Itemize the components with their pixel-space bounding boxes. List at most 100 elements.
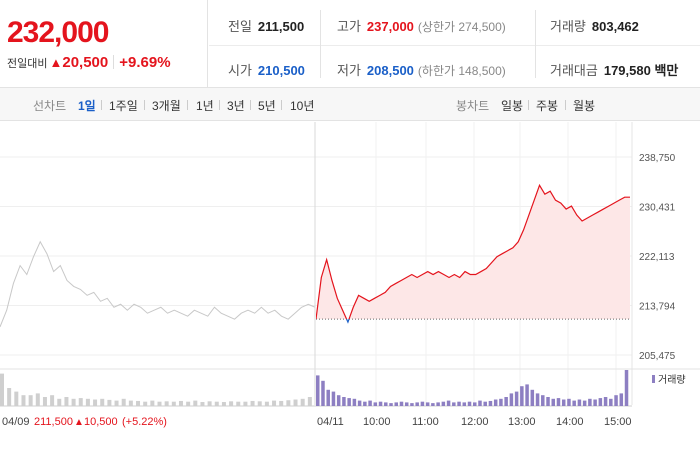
volume-bar-prev-day (150, 400, 155, 406)
volume-bar-prev-day (264, 401, 269, 406)
volume-bar-today (473, 402, 477, 406)
x-tick-label: 10:00 (363, 416, 391, 428)
stat-value: 210,500 (257, 63, 305, 78)
volume-bar-prev-day (300, 398, 305, 406)
tab-1-day[interactable]: 1일 (78, 99, 96, 113)
stat-volume: 거래량 803,462 (550, 16, 639, 35)
volume-bar-today (624, 370, 629, 406)
volume-bar-prev-day (71, 398, 76, 406)
volume-bar-today (582, 400, 587, 406)
volume-bar-today (336, 395, 341, 406)
volume-bar-today (431, 403, 435, 406)
volume-legend-swatch (652, 375, 655, 383)
volume-bar-today (556, 398, 561, 406)
tab-5-years[interactable]: 5년 (258, 99, 276, 113)
stat-value: 211,500 (257, 19, 305, 34)
volume-bar-today (425, 402, 430, 406)
stat-open: 시가 210,500 (228, 60, 305, 79)
stats-column-divider (320, 10, 321, 78)
volume-legend-label: 거래량 (658, 374, 686, 386)
volume-bar-prev-day (286, 400, 291, 406)
volume-bar-today (441, 401, 446, 406)
stat-value: 208,500 (366, 63, 414, 78)
divider (565, 100, 566, 110)
lower-limit: (하한가 148,500) (417, 64, 506, 78)
prev-day-close-label: 211,500 (34, 416, 73, 428)
volume-bar-today (357, 400, 362, 406)
volume-bar-prev-day (186, 401, 191, 406)
series-line-prev-day (0, 240, 316, 328)
quote-header: 232,000 전일대비 ▲20,500 +9.69% 전일 211,500 시가 21… (0, 0, 700, 88)
divider (187, 100, 188, 110)
volume-bar-prev-day (221, 402, 226, 406)
price-chart-area: 238,750 230,431 222,113 213,794 205,475 거래량 04… (0, 122, 700, 450)
tab-1-year[interactable]: 1년 (196, 99, 214, 113)
volume-bar-today (525, 384, 529, 406)
stat-value: 803,462 (591, 19, 639, 34)
tab-10-years[interactable]: 10년 (290, 99, 315, 113)
tab-weekly-candle[interactable]: 주봉 (536, 99, 559, 113)
volume-bar-prev-day (14, 391, 19, 406)
divider (219, 100, 220, 110)
volume-bar-prev-day (107, 399, 112, 406)
volume-bar-prev-day (128, 400, 133, 406)
divider (101, 100, 102, 110)
volume-bar-today (410, 403, 414, 406)
price-chart: 238,750 230,431 222,113 213,794 205,475 거래량 04… (0, 122, 700, 428)
change-label: 전일대비 (7, 58, 48, 70)
volume-bar-today (541, 395, 545, 406)
volume-bar-prev-day (293, 399, 298, 406)
change-value: 20,500 (62, 54, 109, 71)
volume-bar-prev-day (243, 401, 248, 406)
volume-bar-today (546, 397, 550, 406)
volume-bar-today (420, 401, 425, 406)
volume-bar-today (572, 400, 576, 406)
stats-column-divider (535, 10, 536, 78)
upper-limit: (상한가 274,500) (417, 20, 506, 34)
volume-bar-today (609, 398, 613, 406)
volume-bar-prev-day (164, 401, 169, 406)
stat-high: 고가 237,000 (상한가 274,500) (337, 16, 506, 35)
up-triangle-icon: ▲ (74, 417, 84, 428)
volume-bar-today (593, 399, 597, 406)
volume-bar-prev-day (21, 395, 26, 406)
change-row: 전일대비 ▲20,500 +9.69% (7, 54, 171, 71)
stat-label: 거래대금 (550, 63, 598, 78)
volume-bar-today (567, 398, 571, 406)
volume-bar-prev-day (64, 397, 69, 406)
x-tick-label: 15:00 (604, 416, 632, 428)
x-tick-label: 04/09 (2, 416, 30, 428)
volume-bar-today (404, 402, 409, 406)
volume-bar-today (352, 398, 357, 406)
price-summary: 232,000 전일대비 ▲20,500 +9.69% (0, 0, 208, 88)
stats-row-divider (209, 45, 700, 46)
tab-3-months[interactable]: 3개월 (152, 99, 181, 113)
volume-bar-today (509, 393, 514, 406)
volume-bar-prev-day (143, 401, 148, 406)
volume-bar-today (394, 402, 398, 406)
volume-bar-today (452, 402, 456, 406)
y-tick-label: 205,475 (639, 351, 676, 362)
volume-bar-today (384, 402, 388, 406)
volume-bar-today (514, 391, 519, 406)
tab-daily-candle[interactable]: 일봉 (501, 99, 524, 113)
volume-bar-today (368, 400, 372, 406)
tab-3-years[interactable]: 3년 (227, 99, 245, 113)
x-tick-label: 11:00 (412, 416, 439, 428)
stat-label: 저가 (337, 63, 361, 78)
volume-bar-prev-day (0, 373, 4, 406)
volume-bar-prev-day (93, 399, 98, 406)
volume-bar-prev-day (171, 401, 176, 406)
tab-monthly-candle[interactable]: 월봉 (573, 99, 596, 113)
x-tick-label: 12:00 (461, 416, 489, 428)
volume-bar-prev-day (121, 398, 126, 406)
tab-1-week[interactable]: 1주일 (109, 99, 138, 113)
volume-bar-prev-day (35, 393, 40, 406)
volume-bar-prev-day (78, 398, 83, 406)
volume-bar-today (488, 400, 493, 406)
x-tick-label: 14:00 (556, 416, 584, 428)
y-tick-label: 213,794 (639, 302, 676, 313)
volume-bar-prev-day (207, 401, 212, 406)
volume-bar-today (614, 395, 618, 406)
stat-low: 저가 208,500 (하한가 148,500) (337, 60, 506, 79)
